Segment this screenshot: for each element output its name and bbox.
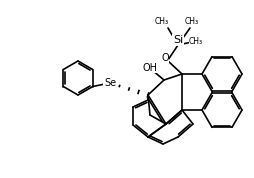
Text: Si: Si [173,35,183,45]
Text: Se: Se [104,78,116,88]
Text: OH: OH [142,63,157,73]
Text: CH₃: CH₃ [189,38,203,46]
Text: O: O [161,53,169,63]
Text: CH₃: CH₃ [185,17,199,27]
Text: CH₃: CH₃ [155,17,169,27]
